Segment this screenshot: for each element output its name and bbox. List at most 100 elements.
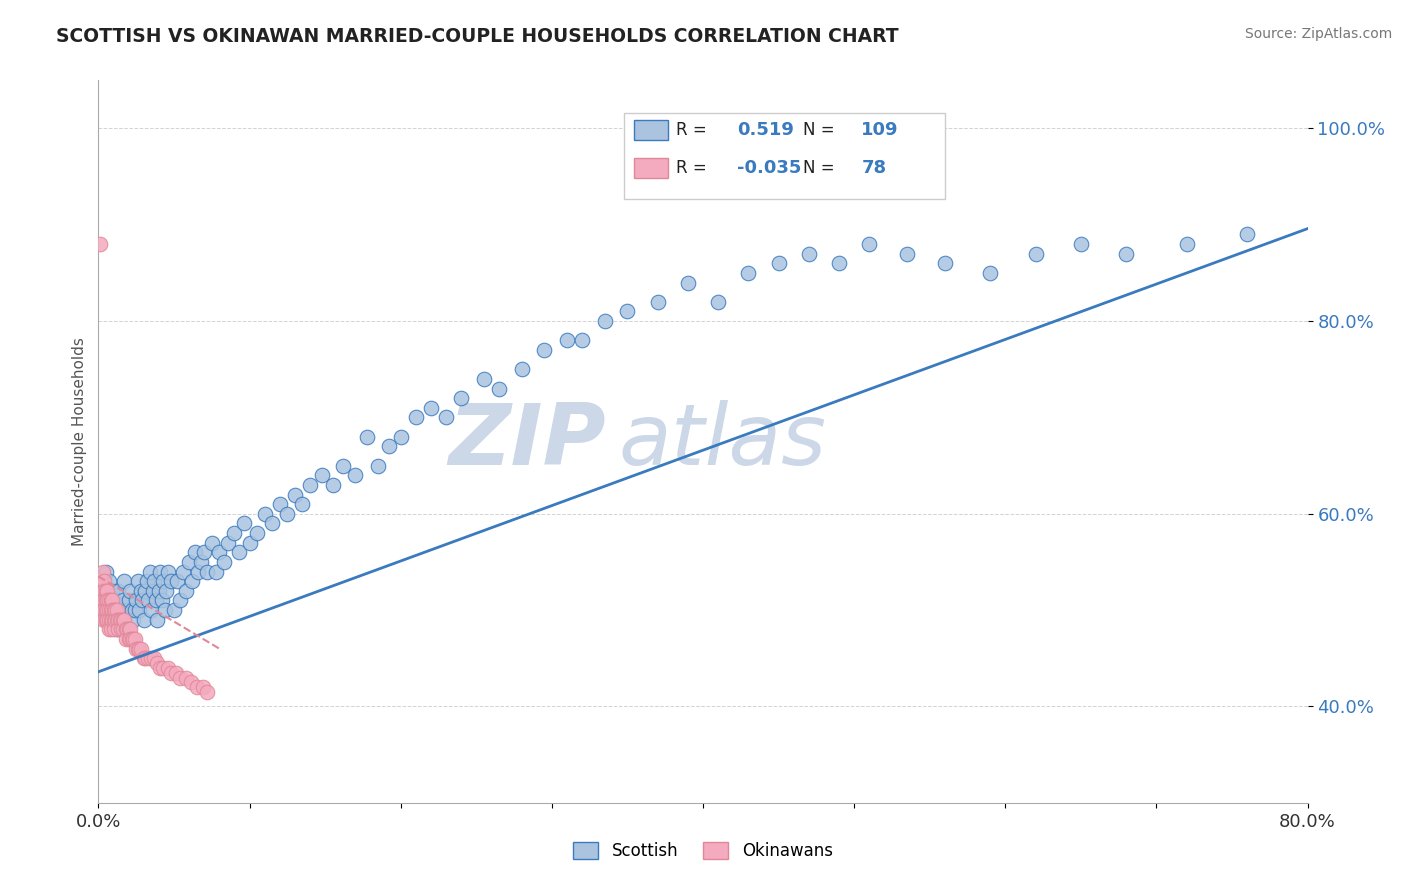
Point xyxy=(262,516,284,531)
Point xyxy=(111,593,134,607)
Point xyxy=(143,651,166,665)
Text: atlas: atlas xyxy=(619,400,827,483)
Point xyxy=(105,623,128,637)
Point xyxy=(1175,237,1198,252)
Point xyxy=(555,334,578,348)
Point xyxy=(122,632,145,646)
Point xyxy=(121,632,143,646)
Point xyxy=(129,641,152,656)
Point xyxy=(112,613,135,627)
Point xyxy=(205,565,228,579)
Point xyxy=(377,439,399,453)
Point xyxy=(356,430,378,444)
Point xyxy=(103,603,125,617)
Point xyxy=(979,266,1001,280)
Point xyxy=(269,497,291,511)
Point xyxy=(145,593,167,607)
Point xyxy=(616,304,638,318)
Point xyxy=(195,565,218,579)
Text: N =: N = xyxy=(803,121,841,139)
Point xyxy=(114,623,136,637)
Point xyxy=(828,256,851,270)
Point xyxy=(571,334,593,348)
Point xyxy=(93,574,115,589)
Point xyxy=(114,623,136,637)
Legend: Scottish, Okinawans: Scottish, Okinawans xyxy=(567,835,839,867)
Point xyxy=(100,613,122,627)
Point xyxy=(152,661,174,675)
Point xyxy=(284,487,307,501)
Point xyxy=(208,545,231,559)
Point xyxy=(132,651,155,665)
Point xyxy=(120,583,142,598)
Text: 78: 78 xyxy=(862,159,887,177)
Point xyxy=(125,593,148,607)
Text: SCOTTISH VS OKINAWAN MARRIED-COUPLE HOUSEHOLDS CORRELATION CHART: SCOTTISH VS OKINAWAN MARRIED-COUPLE HOUS… xyxy=(56,27,898,45)
Point xyxy=(1236,227,1258,242)
Point xyxy=(90,583,112,598)
Point xyxy=(155,583,177,598)
Point xyxy=(134,651,156,665)
Point xyxy=(120,623,142,637)
Point xyxy=(104,593,127,607)
Point xyxy=(647,294,669,309)
Bar xyxy=(634,120,668,140)
Point xyxy=(128,641,150,656)
Point xyxy=(91,583,114,598)
Point xyxy=(181,574,204,589)
Point xyxy=(114,632,136,646)
Point xyxy=(105,603,128,617)
Point xyxy=(100,603,122,617)
Point xyxy=(1070,237,1092,252)
Point xyxy=(132,613,155,627)
Point xyxy=(143,574,166,589)
Point xyxy=(149,565,172,579)
Point xyxy=(98,593,121,607)
Point xyxy=(707,294,730,309)
Point xyxy=(797,246,820,260)
Point xyxy=(160,574,183,589)
Text: R =: R = xyxy=(676,159,713,177)
Point xyxy=(100,593,122,607)
Point xyxy=(93,583,115,598)
Point xyxy=(190,555,212,569)
Point xyxy=(488,382,510,396)
Point xyxy=(111,623,134,637)
Point xyxy=(299,478,322,492)
Point xyxy=(246,526,269,541)
Point xyxy=(118,632,141,646)
Point xyxy=(141,603,163,617)
Text: Source: ZipAtlas.com: Source: ZipAtlas.com xyxy=(1244,27,1392,41)
Point xyxy=(367,458,389,473)
Point xyxy=(136,593,159,607)
Point xyxy=(146,656,169,670)
Point xyxy=(858,237,880,252)
Point xyxy=(450,391,472,405)
Point xyxy=(118,623,141,637)
Point xyxy=(676,276,699,290)
Point xyxy=(129,583,152,598)
Point xyxy=(191,680,214,694)
Point xyxy=(101,583,124,598)
Point xyxy=(434,410,457,425)
Point xyxy=(125,641,148,656)
Point xyxy=(90,593,112,607)
Point xyxy=(101,613,124,627)
Point xyxy=(134,583,156,598)
Point xyxy=(184,545,207,559)
Point xyxy=(93,613,115,627)
Point xyxy=(103,613,125,627)
Point xyxy=(93,603,115,617)
Text: 109: 109 xyxy=(862,121,898,139)
Point xyxy=(195,685,218,699)
Point xyxy=(107,613,129,627)
Point xyxy=(115,623,138,637)
Point xyxy=(896,246,918,260)
Point xyxy=(141,651,163,665)
Point xyxy=(110,613,132,627)
Point xyxy=(98,574,121,589)
Point xyxy=(110,613,132,627)
Point xyxy=(768,256,790,270)
Point xyxy=(105,613,128,627)
Point xyxy=(224,526,246,541)
